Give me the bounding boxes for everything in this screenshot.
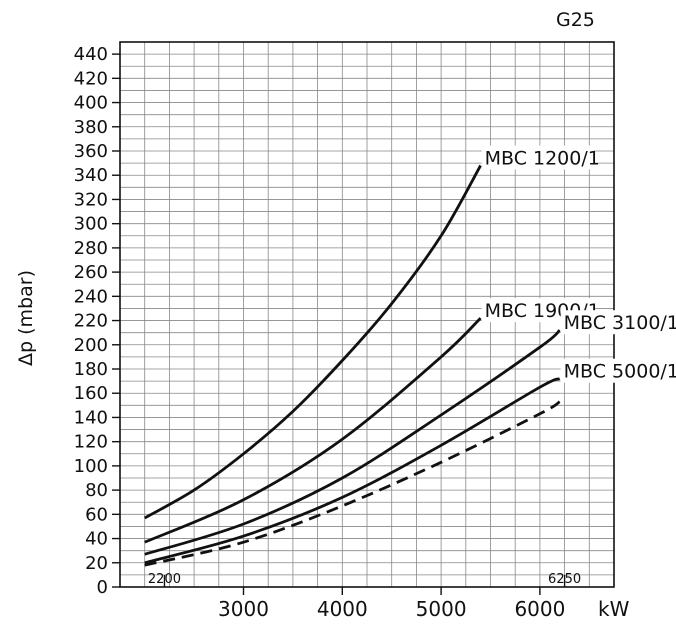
y-tick-label: 40: [85, 529, 108, 550]
y-tick-label: 400: [74, 93, 108, 114]
series-label-background: [560, 358, 673, 383]
series-label: MBC 1200/1: [485, 148, 600, 170]
y-tick-label: 260: [74, 262, 108, 283]
series-line-1: [144, 317, 482, 544]
series-label-background: [481, 145, 594, 170]
series-line-2: [144, 329, 561, 556]
y-tick-label: 120: [74, 432, 108, 453]
y-tick-label: 300: [74, 214, 108, 235]
y-tick-label: 380: [74, 117, 108, 138]
x-axis-label: kW: [598, 597, 630, 621]
range-markers: 2200 6250: [148, 572, 581, 587]
y-tick-label: 160: [74, 383, 108, 404]
y-tick-label: 100: [74, 456, 108, 477]
y-tick-label: 60: [85, 504, 108, 525]
x-tick-label: 5000: [416, 597, 467, 621]
series-line-0: [144, 164, 482, 520]
y-tick-label: 360: [74, 141, 108, 162]
y-tick-label: 180: [74, 359, 108, 380]
y-tick-label: 340: [74, 165, 108, 186]
x-tick-label: 3000: [218, 597, 269, 621]
y-tick-label: 240: [74, 286, 108, 307]
y-tick-label: 140: [74, 407, 108, 428]
series-line-4: [144, 400, 561, 567]
series-label: MBC 3100/1: [564, 312, 676, 334]
y-tick-label: 0: [97, 577, 108, 598]
y-axis-label: Δp (mbar): [15, 270, 37, 366]
x-tick-label: 4000: [317, 597, 368, 621]
series-label: MBC 5000/1: [564, 361, 676, 383]
y-axis-ticks: 0 20 40 60 80 100 120 140 160 180 200 220 240 260 280 3…: [74, 44, 120, 598]
y-tick-label: 20: [85, 553, 108, 574]
series-label-background: [560, 310, 673, 335]
range-marker-label: 2200: [148, 572, 181, 587]
gas-type-label: G25: [556, 9, 595, 31]
y-tick-label: 280: [74, 238, 108, 259]
range-marker-label: 6250: [548, 572, 581, 587]
series-lines: [144, 164, 561, 567]
y-tick-label: 200: [74, 335, 108, 356]
series-line-3: [144, 377, 561, 565]
x-axis-ticks: 3000 4000 5000 6000: [218, 587, 565, 621]
y-tick-label: 440: [74, 44, 108, 65]
y-tick-label: 420: [74, 68, 108, 89]
y-tick-label: 220: [74, 311, 108, 332]
y-tick-label: 80: [85, 480, 108, 501]
y-tick-label: 320: [74, 189, 108, 210]
x-tick-label: 6000: [514, 597, 565, 621]
